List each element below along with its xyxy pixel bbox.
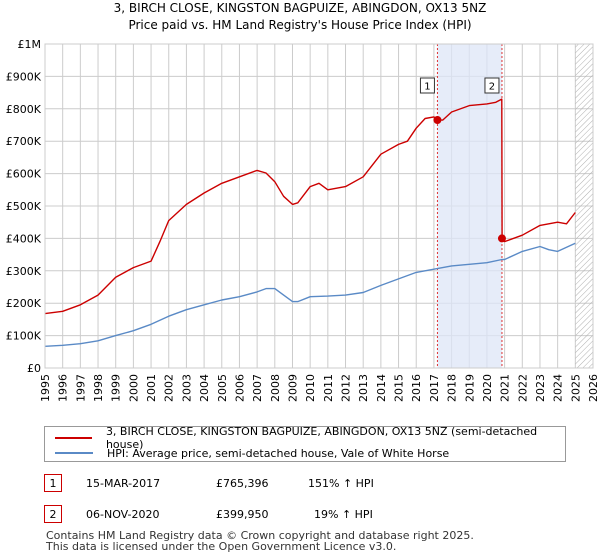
transaction-date: 15-MAR-2017 — [86, 477, 161, 490]
y-tick-label: £700K — [6, 135, 42, 148]
y-tick-label: £500K — [6, 200, 42, 213]
x-tick-label: 2021 — [499, 374, 512, 402]
chart-title: 3, BIRCH CLOSE, KINGSTON BAGPUIZE, ABING… — [0, 0, 600, 34]
footer-copyright: Contains HM Land Registry data © Crown c… — [46, 529, 474, 542]
x-tick-label: 1997 — [74, 374, 87, 402]
transaction-date: 06-NOV-2020 — [86, 508, 160, 521]
x-tick-label: 2010 — [304, 374, 317, 402]
x-tick-label: 2011 — [322, 374, 335, 402]
legend-label-hpi: HPI: Average price, semi-detached house,… — [107, 446, 450, 460]
x-tick-label: 2013 — [357, 374, 370, 402]
x-tick-label: 1996 — [57, 374, 70, 402]
y-tick-label: £600K — [6, 168, 42, 181]
x-tick-label: 1995 — [39, 374, 52, 402]
x-tick-label: 2017 — [428, 374, 441, 402]
x-tick-label: 2004 — [198, 374, 211, 402]
sale-point — [497, 234, 506, 243]
subtitle-text: Price paid vs. HM Land Registry's House … — [128, 18, 472, 32]
x-tick-label: 2014 — [375, 374, 388, 402]
x-tick-label: 2001 — [145, 374, 158, 402]
y-tick-label: £300K — [6, 265, 42, 278]
transaction-number: 2 — [44, 505, 62, 523]
legend-swatch-property — [55, 437, 92, 439]
legend-label-property: 3, BIRCH CLOSE, KINGSTON BAGPUIZE, ABING… — [105, 425, 538, 451]
x-tick-label: 2022 — [516, 374, 529, 402]
legend-swatch-hpi — [55, 452, 93, 454]
sale-period-band — [437, 44, 502, 368]
x-tick-label: 1999 — [110, 374, 123, 402]
y-tick-label: £900K — [6, 70, 42, 83]
y-tick-label: £100K — [6, 330, 42, 343]
sale-label: 1 — [424, 82, 430, 93]
x-tick-label: 2023 — [534, 374, 547, 402]
title-text: 3, BIRCH CLOSE, KINGSTON BAGPUIZE, ABING… — [113, 1, 487, 15]
x-tick-label: 2008 — [269, 374, 282, 402]
forecast-hatch — [575, 44, 593, 368]
x-tick-label: 2020 — [481, 374, 494, 402]
sale-point — [433, 116, 442, 125]
y-tick-label: £0 — [27, 362, 41, 375]
x-tick-label: 2002 — [163, 374, 176, 402]
legend: 3, BIRCH CLOSE, KINGSTON BAGPUIZE, ABING… — [44, 425, 566, 462]
x-tick-label: 2012 — [340, 374, 353, 402]
hpi-line — [44, 242, 576, 347]
y-tick-label: £400K — [6, 232, 42, 245]
price-chart: 1 2 £0 £100K £200K £300K £400K £500K £600K £700K… — [6, 38, 600, 402]
x-tick-label: 2007 — [251, 374, 264, 402]
legend-item-hpi: HPI: Average price, semi-detached house,… — [55, 446, 449, 460]
x-tick-label: 2000 — [127, 374, 140, 402]
y-tick-label: £800K — [6, 103, 42, 116]
plot-border — [44, 43, 594, 369]
property-price-line — [44, 98, 576, 315]
x-tick-label: 2009 — [286, 374, 299, 402]
y-tick-label: £200K — [6, 297, 42, 310]
x-tick-label: 2003 — [180, 374, 193, 402]
legend-item-property: 3, BIRCH CLOSE, KINGSTON BAGPUIZE, ABING… — [55, 425, 565, 451]
sale-label: 2 — [489, 82, 495, 93]
x-tick-label: 2019 — [463, 374, 476, 402]
sale-label-box — [419, 77, 435, 94]
table-row: 2 06-NOV-2020 £399,950 19% ↑ HPI — [44, 505, 564, 525]
transaction-hpi: 151% ↑ HPI — [308, 477, 374, 490]
x-tick-label: 2005 — [216, 374, 229, 402]
x-tick-label: 1998 — [92, 374, 105, 402]
x-tick-label: 2018 — [446, 374, 459, 402]
transaction-number: 1 — [44, 474, 62, 492]
table-row: 1 15-MAR-2017 £765,396 151% ↑ HPI — [44, 474, 564, 494]
y-tick-label: £1M — [18, 38, 42, 51]
x-tick-label: 2015 — [393, 374, 406, 402]
x-tick-label: 2026 — [587, 374, 600, 402]
x-tick-label: 2016 — [410, 374, 423, 402]
transaction-price: £399,950 — [216, 508, 269, 521]
footer-licence: This data is licensed under the Open Gov… — [46, 540, 397, 553]
x-tick-label: 2024 — [552, 374, 565, 402]
x-tick-label: 2025 — [569, 374, 582, 402]
sale-label-box — [484, 77, 500, 94]
transaction-price: £765,396 — [216, 477, 269, 490]
transaction-hpi: 19% ↑ HPI — [314, 508, 373, 521]
x-tick-label: 2006 — [233, 374, 246, 402]
footer: Contains HM Land Registry data © Crown c… — [46, 530, 474, 552]
